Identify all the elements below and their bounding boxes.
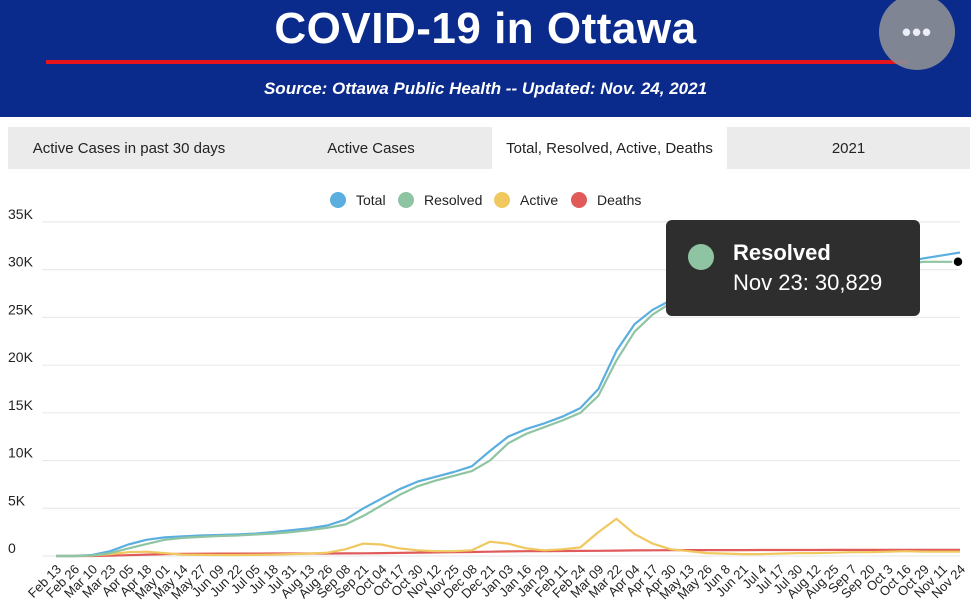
legend-marker-total [330,192,346,208]
y-tick-label: 15K [8,397,34,413]
series-line-deaths [56,548,960,558]
highlight-point [952,256,964,268]
tab-active-cases-30-days[interactable]: Active Cases in past 30 days [8,127,250,169]
tab-total-resolved-active-deaths[interactable]: Total, Resolved, Active, Deaths [492,127,727,169]
y-tick-label: 5K [8,492,26,508]
y-tick-label: 30K [8,254,34,270]
source-subtitle: Source: Ottawa Public Health -- Updated:… [263,79,708,98]
y-tick-label: 25K [8,301,34,317]
legend-label: Deaths [597,192,641,208]
y-tick-label: 0 [8,540,16,556]
legend-marker-deaths [571,192,587,208]
tab-label: Active Cases in past 30 days [32,139,226,157]
tab-label: Active Cases [327,139,415,157]
tab-bar: Active Cases in past 30 days Active Case… [8,127,970,169]
tooltip-series-name: Resolved [733,240,831,265]
more-horizontal-icon: ••• [901,16,933,47]
header-banner: COVID-19 in Ottawa Source: Ottawa Public… [0,0,971,117]
tab-label: Total, Resolved, Active, Deaths [506,139,713,157]
tab-active-cases[interactable]: Active Cases [250,127,492,169]
legend-label: Active [520,192,558,208]
tooltip-series-dot [688,244,714,270]
more-options-button[interactable]: ••• [879,0,955,70]
title-underline [46,60,908,64]
series-line-active [56,517,960,558]
y-tick-label: 10K [8,445,34,461]
tooltip: Resolved Nov 23: 30,829 [666,220,920,316]
tooltip-value: Nov 23: 30,829 [733,270,883,295]
legend-marker-resolved [398,192,414,208]
page-title: COVID-19 in Ottawa [274,4,697,53]
tab-2021[interactable]: 2021 [727,127,970,169]
legend-marker-active [494,192,510,208]
legend-label: Total [356,192,386,208]
tab-label: 2021 [831,139,866,157]
y-tick-label: 20K [8,349,34,365]
legend-label: Resolved [424,192,482,208]
y-tick-label: 35K [8,206,34,222]
